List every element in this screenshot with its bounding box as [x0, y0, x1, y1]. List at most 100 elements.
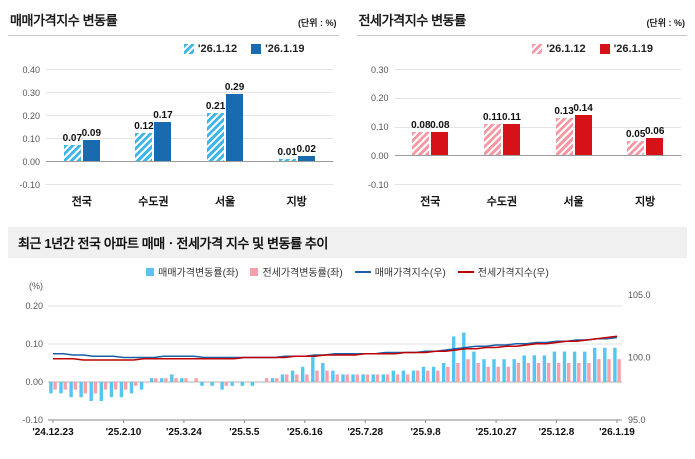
gridline: [46, 115, 333, 116]
bar-value-label: 0.01: [277, 146, 297, 158]
trend-bar: [214, 382, 218, 383]
line-swatch: [457, 270, 474, 273]
left-axis-tick-label: 0.00: [25, 377, 43, 387]
y-axis-tick-label: 0.30: [22, 87, 40, 98]
trend-bar: [522, 355, 526, 382]
trend-bar: [174, 378, 178, 382]
trend-bar: [49, 382, 53, 394]
jeonse-bar-chart: 0.08 0.08 전국 0.11 0.11 수도권 0.13 0.14 서울 0.05 0.06 지…: [357, 63, 688, 211]
trend-bar: [603, 347, 607, 382]
bar: 0.14: [573, 103, 593, 156]
x-axis-tick-label: '26.1.19: [599, 427, 635, 438]
bar-value-label: 0.08: [430, 120, 450, 132]
trend-bar: [190, 382, 194, 383]
trend-bar: [552, 351, 557, 382]
y-axis-tick-label: -0.10: [367, 179, 389, 190]
trend-bar: [361, 374, 365, 382]
trend-bar: [144, 382, 148, 383]
legend-label: '26.1.19: [613, 43, 653, 55]
trend-bar: [164, 378, 168, 382]
legend-label: '26.1.12: [546, 43, 586, 55]
trend-bar: [295, 374, 299, 382]
trend-bar: [184, 378, 188, 382]
trend-line: [53, 335, 618, 361]
trend-bar: [53, 382, 57, 390]
gridline: [394, 155, 681, 157]
trend-bar: [301, 366, 305, 382]
trend-chart-area: 매매가격변동률(좌) 전세가격변동률(좌) 매매가격지수(우) 전세가격지수(우) 0…: [8, 264, 687, 448]
trend-bar: [275, 378, 279, 382]
jeonse-unit-label: (단위 : %): [646, 18, 685, 28]
category-label: 전국: [420, 196, 441, 208]
legend-label: 전세가격변동률(좌): [262, 268, 343, 279]
x-axis-tick-label: '25.10.27: [475, 427, 517, 438]
trend-chart-legend: 매매가격변동률(좌) 전세가격변동률(좌) 매매가격지수(우) 전세가격지수(우): [8, 264, 687, 279]
plot-area: 0.07 0.09 전국 0.12 0.17 수도권 0.21 0.29 서울 0.01 0.02 지…: [46, 69, 333, 208]
trend-bar: [456, 363, 460, 382]
trend-bar: [83, 382, 87, 394]
legend-item: 전세가격변동률(좌): [250, 264, 343, 279]
left-axis-unit-label: (%): [29, 281, 43, 291]
right-axis-tick-label: 95.0: [628, 415, 646, 425]
trend-bar: [472, 351, 476, 382]
trend-bar: [325, 370, 329, 382]
bar-value-label: 0.11: [482, 111, 502, 123]
gridline: [46, 69, 333, 70]
x-axis-tick-label: '25.2.10: [106, 427, 142, 438]
trend-bar: [492, 359, 496, 382]
trend-bar: [381, 374, 385, 382]
trend-bar: [391, 370, 395, 382]
trend-bar: [371, 374, 375, 382]
trend-bar: [200, 382, 204, 386]
bar-value-label: 0.29: [224, 82, 245, 94]
trend-bar: [502, 359, 506, 382]
trend-bar: [59, 382, 63, 394]
trend-bar: [405, 374, 410, 382]
category-label: 지방: [286, 196, 307, 208]
trend-bar: [375, 374, 380, 382]
trend-bar: [556, 363, 561, 382]
trend-bar: [210, 382, 214, 386]
trend-bar: [587, 363, 591, 382]
y-axis-tick-label: 0.20: [370, 93, 389, 104]
trend-bar: [315, 370, 319, 382]
trend-bar: [93, 382, 98, 394]
trend-bar: [305, 374, 309, 382]
bar-value-label: 0.09: [81, 128, 102, 140]
trend-bar: [154, 378, 158, 382]
trend-bar: [401, 370, 406, 382]
trend-bar: [170, 374, 174, 382]
y-axis-tick-label: -0.10: [19, 179, 40, 190]
bar-value-label: 0.17: [153, 109, 173, 121]
bar: 0.11: [483, 112, 502, 156]
trend-bar: [331, 370, 335, 382]
bar-group: 0.07 0.09: [63, 128, 101, 161]
trend-bar: [89, 382, 93, 401]
legend-item: '26.1.12: [532, 43, 586, 55]
sale-panel-title: 매매가격지수 변동률: [10, 13, 118, 28]
bar: 0.06: [645, 126, 664, 156]
legend-item: '26.1.19: [251, 43, 305, 55]
trend-bar: [512, 359, 516, 382]
bar-group: 0.05 0.06: [626, 126, 664, 156]
legend-label: 매매가격지수(우): [374, 268, 446, 279]
trend-bar: [335, 374, 339, 382]
category-label: 서울: [214, 196, 236, 208]
legend-item: 매매가격지수(우): [354, 264, 446, 279]
trend-bar: [431, 366, 436, 382]
legend-label: '26.1.12: [197, 43, 238, 55]
trend-bar: [607, 359, 611, 382]
gridline: [394, 69, 681, 70]
trend-bar: [69, 382, 73, 398]
trend-bar: [290, 370, 295, 382]
trend-bar: [617, 359, 621, 382]
left-axis-tick-label: 0.10: [25, 339, 43, 349]
bar: 0.07: [63, 133, 82, 161]
category-label: 서울: [563, 196, 584, 208]
bar: 0.13: [554, 106, 574, 156]
jeonse-price-panel: 전세가격지수 변동률 (단위 : %) '26.1.12 '26.1.19 0.0…: [356, 8, 688, 211]
color-swatch: [532, 44, 543, 54]
trend-bar: [119, 382, 124, 398]
category-label: 전국: [71, 196, 92, 208]
sale-bar-chart: 0.07 0.09 전국 0.12 0.17 수도권 0.21 0.29 서울 0.01 0.02 지…: [8, 63, 339, 211]
